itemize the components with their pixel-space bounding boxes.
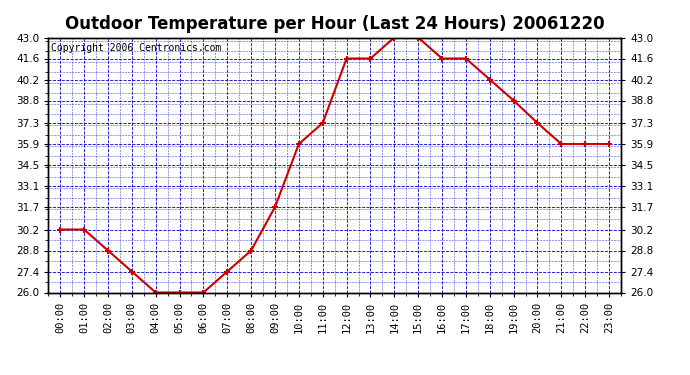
Text: Copyright 2006 Centronics.com: Copyright 2006 Centronics.com bbox=[51, 43, 221, 52]
Title: Outdoor Temperature per Hour (Last 24 Hours) 20061220: Outdoor Temperature per Hour (Last 24 Ho… bbox=[65, 15, 604, 33]
